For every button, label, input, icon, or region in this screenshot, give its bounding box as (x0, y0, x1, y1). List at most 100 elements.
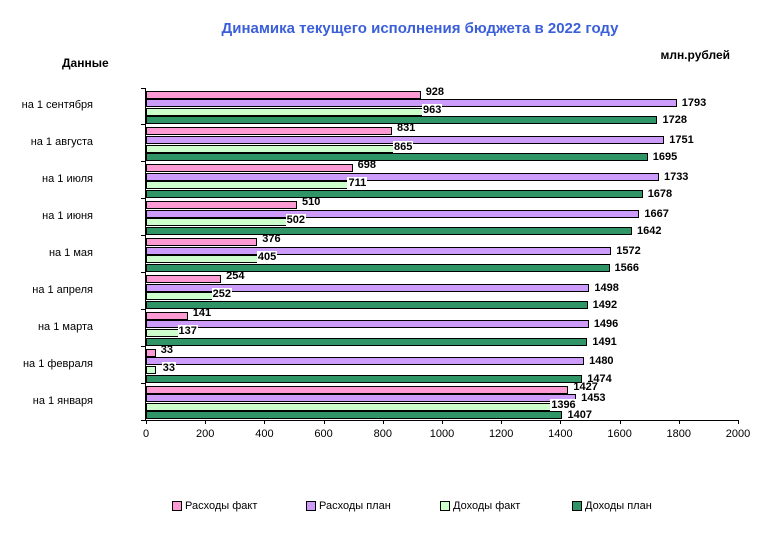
bar (146, 320, 589, 329)
legend-swatch (306, 501, 316, 511)
bar (146, 274, 222, 283)
x-axis-tick (382, 420, 384, 424)
bar (146, 164, 353, 173)
x-tick-label: 600 (314, 428, 333, 440)
bar-value-label: 141 (192, 306, 212, 319)
bar-value-label: 1407 (567, 409, 592, 422)
category-label: на 1 августа (30, 136, 93, 149)
x-tick-label: 1200 (488, 428, 514, 440)
units-label: млн.рублей (660, 48, 730, 62)
bar-value-label: 1642 (637, 224, 662, 237)
bar (146, 209, 640, 218)
bar (146, 255, 266, 264)
bar (146, 292, 221, 301)
bar-value-label: 963 (422, 103, 443, 117)
bar-value-label: 831 (396, 122, 416, 135)
x-tick-label: 1400 (548, 428, 573, 440)
x-tick-label: 2000 (725, 428, 751, 440)
bar (146, 116, 658, 125)
bar-value-label: 137 (177, 325, 198, 339)
bar-value-label: 1695 (652, 151, 678, 164)
bar-value-label: 711 (347, 177, 368, 191)
bar (146, 374, 583, 383)
bar-value-label: 33 (160, 343, 174, 356)
bar (146, 181, 357, 190)
x-axis-tick (323, 420, 325, 424)
y-axis-tick (141, 382, 146, 384)
plot-area: на 1 сентября 928 1793 963 1728 на 1 августа 8… (22, 85, 751, 441)
x-tick-label: 0 (142, 428, 150, 440)
bar (146, 172, 659, 181)
legend-label: Доходы план (585, 500, 652, 512)
category-label: на 1 сентября (21, 99, 93, 112)
bar (146, 107, 432, 116)
bar-value-label: 928 (425, 85, 445, 98)
y-axis-tick (141, 124, 146, 126)
x-axis-tick (146, 420, 147, 424)
category-label: на 1 июня (42, 210, 93, 223)
bar-value-label: 1480 (589, 355, 614, 368)
x-tick-label: 200 (196, 428, 215, 440)
x-tick-label: 400 (255, 428, 274, 440)
x-tick-label: 1000 (429, 428, 455, 440)
bar (146, 218, 295, 227)
bar-value-label: 698 (357, 159, 376, 172)
x-axis-tick (205, 420, 207, 424)
legend-item: Доходы факт (440, 500, 520, 512)
bar-value-label: 254 (226, 269, 245, 282)
bar (146, 190, 643, 199)
legend-item: Расходы план (306, 500, 391, 512)
bar-value-label: 1396 (550, 398, 577, 412)
x-axis-tick (442, 420, 443, 424)
x-axis-tick (264, 420, 266, 424)
y-axis-tick (141, 235, 146, 237)
legend-item: Доходы план (572, 500, 652, 512)
bar-value-label: 1427 (573, 380, 598, 393)
legend-item: Расходы факт (172, 500, 257, 512)
x-axis-tick (678, 420, 680, 424)
bar (146, 127, 392, 136)
bar-value-label: 502 (285, 214, 306, 228)
bar-value-label: 1793 (681, 97, 707, 110)
category-label: на 1 июля (42, 173, 93, 186)
category-label: на 1 мая (48, 247, 93, 259)
chart-title: Динамика текущего исполнения бюджета в 2… (221, 20, 619, 37)
bar (146, 90, 421, 99)
bar (146, 263, 610, 272)
y-axis-tick (141, 271, 146, 273)
bar-value-label: 865 (393, 140, 414, 154)
bar (146, 246, 612, 255)
category-label: на 1 апреля (32, 283, 93, 296)
y-axis-title: Данные (62, 56, 109, 70)
bar (146, 238, 258, 247)
x-axis-tick (738, 420, 739, 424)
bar (146, 394, 577, 403)
bar-value-label: 1566 (614, 261, 640, 274)
category-label: на 1 марта (37, 320, 93, 333)
legend-swatch (572, 501, 582, 511)
x-axis-tick (501, 420, 503, 424)
bar (146, 99, 677, 108)
x-axis-tick (619, 420, 621, 424)
bar (146, 385, 569, 394)
bar-value-label: 1453 (581, 392, 606, 405)
bar (146, 283, 590, 292)
y-axis-tick (141, 87, 146, 89)
x-tick-label: 1800 (666, 428, 692, 440)
bar (146, 365, 156, 374)
category-label: на 1 января (32, 394, 93, 407)
legend-label: Расходы факт (185, 500, 258, 512)
bar (146, 201, 297, 210)
bar (146, 144, 403, 153)
bar-value-label: 252 (211, 288, 232, 302)
x-tick-label: 800 (373, 428, 392, 440)
bar (146, 300, 588, 309)
y-axis-tick (141, 345, 146, 347)
bar-value-label: 376 (262, 233, 281, 246)
bar-value-label: 1728 (662, 114, 687, 127)
legend-label: Доходы факт (453, 500, 521, 512)
bar (146, 402, 560, 411)
bar (146, 348, 156, 357)
bar (146, 357, 585, 366)
bar (146, 411, 563, 420)
